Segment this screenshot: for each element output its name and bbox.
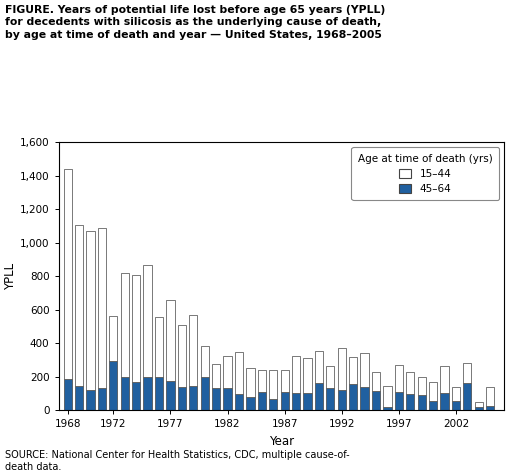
Bar (303, 358, 312, 393)
Bar (475, 401, 483, 407)
Bar (372, 391, 380, 410)
X-axis label: Year: Year (269, 435, 294, 447)
Y-axis label: YPLL: YPLL (4, 263, 17, 290)
Bar (246, 397, 254, 410)
Bar (109, 361, 118, 410)
Bar (349, 384, 357, 410)
Bar (326, 366, 334, 388)
Bar (360, 387, 369, 410)
Bar (280, 370, 289, 392)
Bar (269, 370, 277, 399)
Bar (223, 356, 232, 388)
Bar (121, 273, 129, 377)
Bar (292, 393, 300, 410)
Bar (326, 388, 334, 410)
Bar (486, 406, 494, 410)
Bar (98, 228, 106, 388)
Bar (235, 352, 243, 394)
Bar (280, 392, 289, 410)
Bar (417, 376, 426, 395)
Bar (383, 408, 391, 410)
Bar (155, 376, 163, 410)
Bar (201, 376, 209, 410)
Bar (303, 393, 312, 410)
Text: SOURCE: National Center for Health Statistics, CDC, multiple cause-of-
death dat: SOURCE: National Center for Health Stati… (5, 450, 350, 472)
Text: FIGURE. Years of potential life lost before age 65 years (YPLL)
for decedents wi: FIGURE. Years of potential life lost bef… (5, 5, 385, 39)
Bar (269, 399, 277, 410)
Bar (440, 393, 448, 410)
Bar (475, 407, 483, 410)
Bar (212, 388, 220, 410)
Bar (235, 394, 243, 410)
Bar (452, 401, 460, 410)
Bar (395, 365, 403, 392)
Bar (166, 381, 175, 410)
Bar (201, 346, 209, 376)
Bar (189, 386, 197, 410)
Bar (383, 386, 391, 408)
Bar (258, 392, 266, 410)
Bar (64, 379, 72, 410)
Bar (452, 387, 460, 401)
Bar (246, 368, 254, 397)
Bar (429, 401, 437, 410)
Bar (360, 353, 369, 387)
Bar (75, 386, 83, 410)
Bar (337, 348, 346, 390)
Bar (75, 225, 83, 386)
Bar (121, 377, 129, 410)
Bar (98, 388, 106, 410)
Bar (109, 316, 118, 361)
Bar (64, 169, 72, 379)
Bar (429, 382, 437, 401)
Bar (372, 372, 380, 391)
Bar (212, 364, 220, 388)
Bar (486, 387, 494, 406)
Bar (440, 365, 448, 393)
Bar (189, 315, 197, 386)
Bar (395, 392, 403, 410)
Bar (132, 275, 140, 382)
Bar (144, 265, 152, 376)
Bar (292, 356, 300, 393)
Legend: 15–44, 45–64: 15–44, 45–64 (351, 147, 499, 201)
Bar (315, 351, 323, 383)
Bar (144, 376, 152, 410)
Bar (87, 390, 95, 410)
Bar (132, 382, 140, 410)
Bar (417, 395, 426, 410)
Bar (406, 372, 414, 394)
Bar (463, 363, 471, 383)
Bar (178, 325, 186, 387)
Bar (166, 301, 175, 381)
Bar (87, 231, 95, 390)
Bar (337, 390, 346, 410)
Bar (258, 370, 266, 392)
Bar (223, 388, 232, 410)
Bar (463, 383, 471, 410)
Bar (406, 394, 414, 410)
Bar (155, 317, 163, 376)
Bar (349, 357, 357, 384)
Bar (178, 387, 186, 410)
Bar (315, 383, 323, 410)
